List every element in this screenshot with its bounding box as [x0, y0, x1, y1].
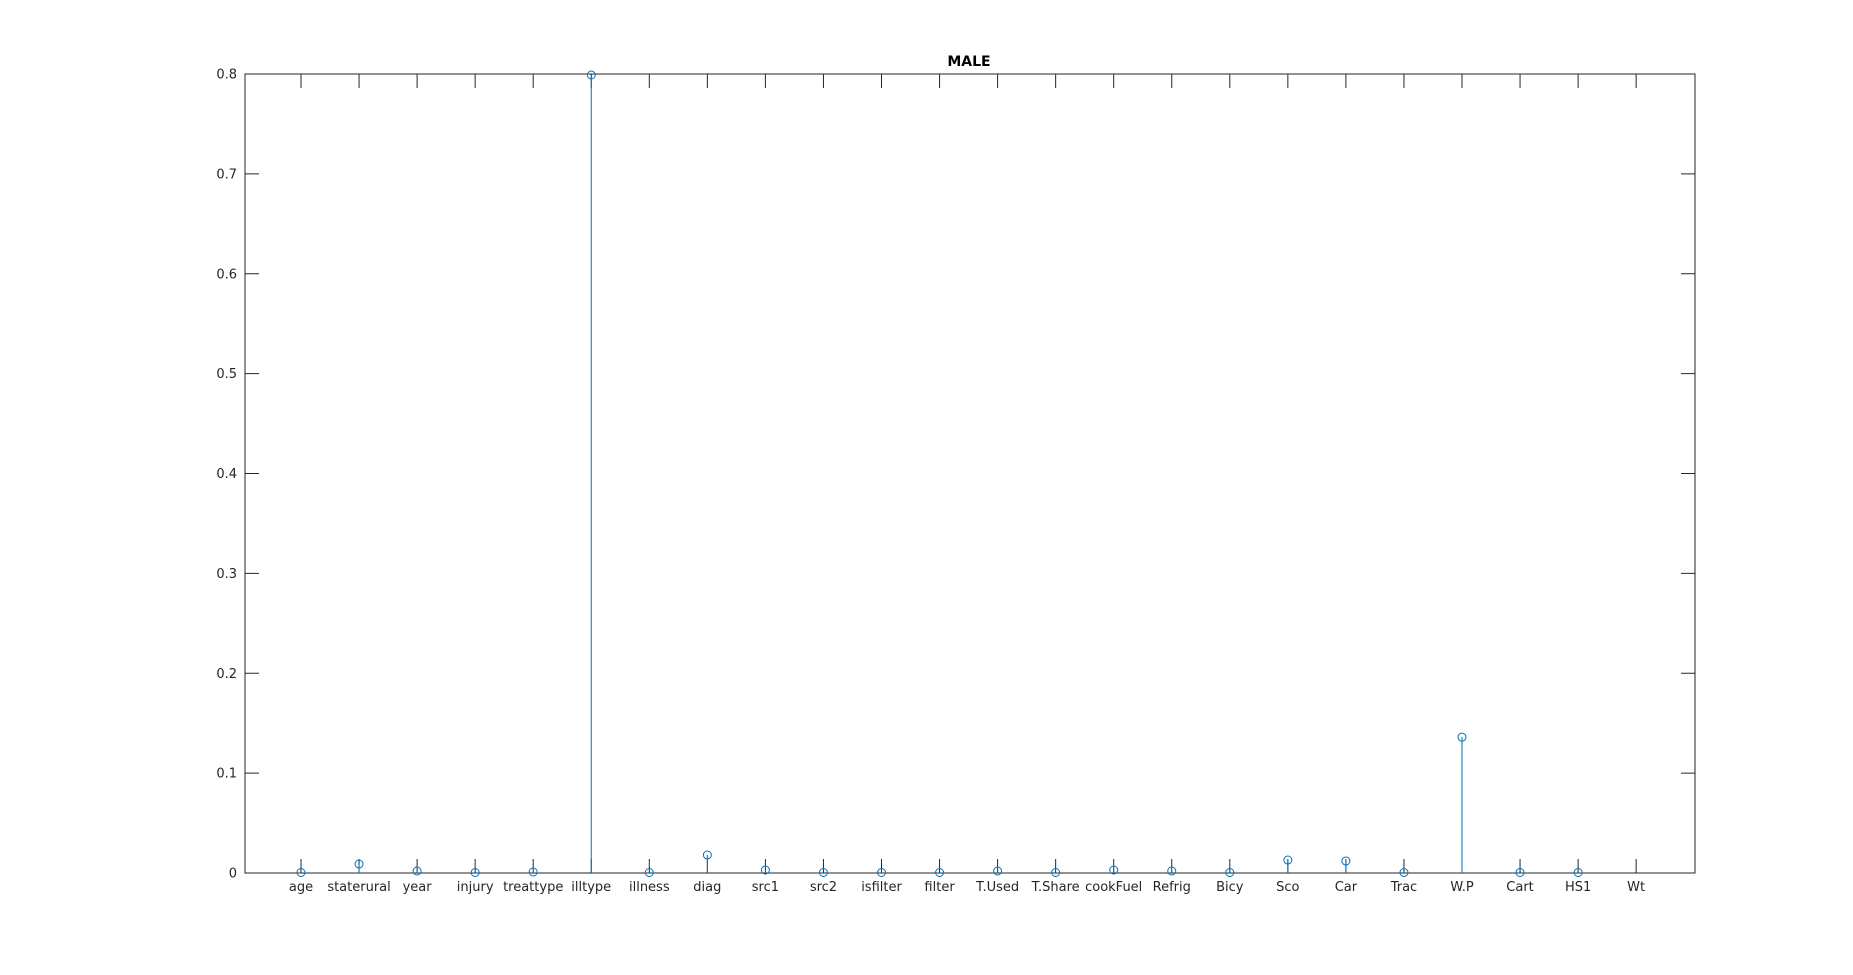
stem-marker — [1109, 865, 1119, 875]
x-tick-label: filter — [924, 880, 955, 895]
x-tick-label: illness — [629, 880, 670, 895]
x-tick-label: Refrig — [1153, 880, 1191, 895]
stem-marker — [760, 865, 770, 875]
stem-marker — [1515, 868, 1525, 878]
stem-marker — [644, 868, 654, 878]
stem-marker — [1225, 868, 1235, 878]
x-tick-label: Car — [1335, 880, 1358, 895]
x-tick-label: T.Used — [975, 880, 1019, 895]
plot-area: 0 0.1 0.2 0.3 0.4 0.5 0.6 0.7 0.8 age staterural ye… — [216, 68, 1696, 895]
y-tick-label: 0.5 — [216, 367, 237, 382]
stem-marker — [296, 868, 306, 878]
x-tick-label: year — [403, 880, 433, 895]
x-tick-label: Sco — [1276, 880, 1299, 895]
y-tick-label: 0.6 — [216, 267, 237, 282]
stem-marker — [1341, 856, 1351, 866]
x-tick-label: treattype — [503, 880, 563, 895]
x-tick-label: Wt — [1627, 880, 1645, 895]
x-tick-label: injury — [457, 880, 494, 895]
x-tick-label: isfilter — [861, 880, 902, 895]
stem-marker — [935, 868, 945, 878]
x-tick-label: illtype — [571, 880, 611, 895]
y-tick-label: 0.8 — [216, 68, 237, 83]
y-tick-label: 0.3 — [216, 567, 237, 582]
stem-marker — [818, 868, 828, 878]
stem-marker — [702, 850, 712, 860]
x-tick-label: age — [289, 880, 313, 895]
x-tick-label: diag — [693, 880, 721, 895]
y-tick-label: 0 — [229, 867, 237, 882]
x-tick-label: T.Share — [1031, 880, 1080, 895]
y-tick-label: 0.7 — [216, 167, 237, 182]
stem-marker — [1283, 855, 1293, 865]
chart-title: MALE — [947, 54, 990, 70]
x-tick-label: cookFuel — [1085, 880, 1142, 895]
stem-marker — [1457, 732, 1467, 742]
x-tick-label: HS1 — [1565, 880, 1591, 895]
stem-marker — [470, 868, 480, 878]
y-tick-label: 0.2 — [216, 667, 237, 682]
x-tick-label: Cart — [1506, 880, 1534, 895]
x-tick-label: staterural — [327, 880, 390, 895]
x-tick-label: src2 — [810, 880, 837, 895]
x-tick-label: src1 — [752, 880, 779, 895]
axes-box — [244, 73, 1696, 874]
x-tick-label: Bicy — [1216, 880, 1244, 895]
x-tick-label: Trac — [1390, 880, 1418, 895]
y-tick-label: 0.1 — [216, 767, 237, 782]
stem-marker — [586, 70, 596, 80]
stem-marker — [993, 866, 1003, 876]
x-tick-label: W.P — [1450, 880, 1473, 895]
stem-marker — [412, 866, 422, 876]
stem-marker — [528, 867, 538, 877]
stem-marker — [1573, 868, 1583, 878]
stem-marker — [1051, 868, 1061, 878]
stem-marker — [1167, 866, 1177, 876]
stem-marker — [1399, 868, 1409, 878]
stem-marker — [877, 868, 886, 878]
stem-marker — [354, 859, 364, 869]
y-tick-label: 0.4 — [216, 467, 237, 482]
